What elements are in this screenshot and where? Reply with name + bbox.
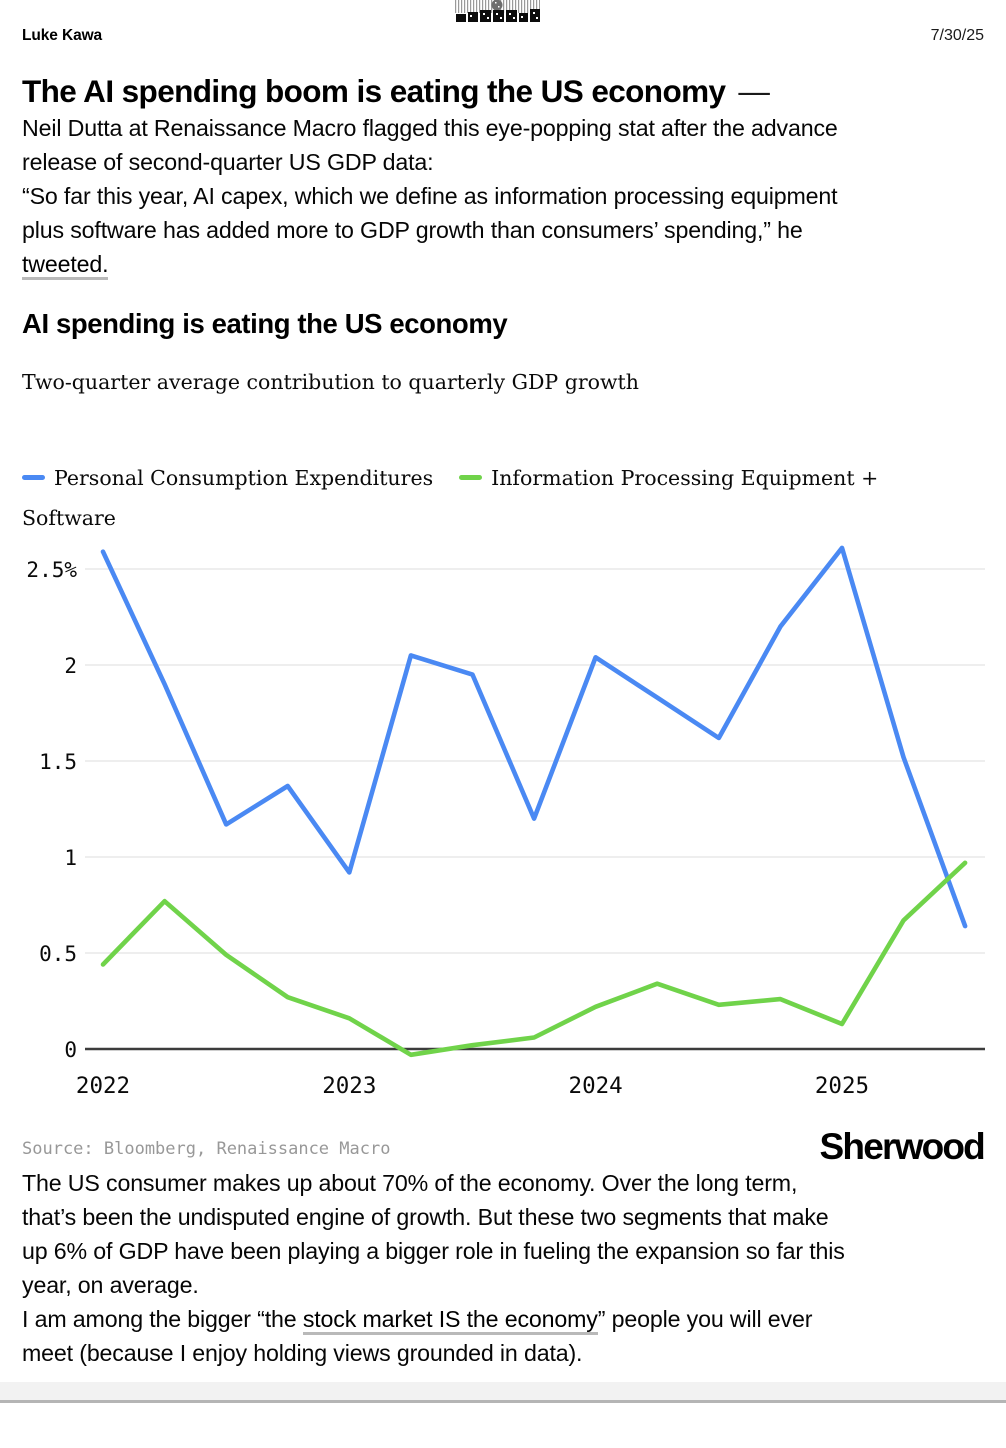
byline-row: Luke Kawa 7/30/25 (0, 0, 1006, 45)
chart-source: Source: Bloomberg, Renaissance Macro (22, 1139, 391, 1159)
bottom-page-edge (0, 1382, 1006, 1403)
paragraph-stock-market: I am among the bigger “the stock market … (22, 1302, 984, 1370)
article-page: Luke Kawa 7/30/25 The AI spending boom i… (0, 0, 1006, 1403)
y-tick-label: 2 (64, 654, 77, 678)
article-title-text: The AI spending boom is eating the US ec… (22, 73, 726, 109)
legend-swatch-blue (22, 475, 45, 480)
quote-text: “So far this year, AI capex, which we de… (22, 183, 838, 243)
legend-item-pce: Personal Consumption Expenditures (22, 466, 433, 490)
thumbnail-pixel-art (455, 0, 540, 22)
line-chart: 0 0.5 1 1.5 2 2.5% 2022 2023 2024 2025 (26, 545, 985, 1099)
series-line-0 (100, 545, 968, 929)
author-name: Luke Kawa (22, 27, 103, 44)
chart-footer: Source: Bloomberg, Renaissance Macro She… (0, 1128, 1006, 1166)
legend-item-ipe-software: Information Processing Equipment + Softw… (22, 466, 878, 530)
chart-subtitle: Two-quarter average contribution to quar… (22, 370, 639, 394)
article-title: The AI spending boom is eating the US ec… (22, 71, 984, 111)
stock-market-post-text: ” people you will ever meet (because I e… (22, 1306, 813, 1366)
paragraph-intro: Neil Dutta at Renaissance Macro flagged … (22, 115, 838, 175)
x-tick-label: 2025 (815, 1073, 869, 1099)
x-tick-label: 2024 (569, 1073, 623, 1099)
x-tick-label: 2022 (76, 1073, 130, 1099)
legend-label-ipe-software: Information Processing Equipment + Softw… (22, 466, 879, 530)
series-line-1 (100, 860, 968, 1058)
paragraph-quote: “So far this year, AI capex, which we de… (22, 179, 984, 281)
y-tick-label: 2.5% (26, 558, 77, 582)
tweeted-link[interactable]: tweeted. (22, 251, 109, 280)
stock-market-link[interactable]: stock market IS the economy (302, 1306, 598, 1335)
stock-market-pre-text: I am among the bigger “the (22, 1306, 303, 1332)
sherwood-logo: Sherwood (819, 1126, 986, 1167)
paragraph-consumer: The US consumer makes up about 70% of th… (22, 1170, 845, 1298)
y-tick-label: 1 (64, 846, 77, 870)
header-thumbnail-image (455, 0, 540, 22)
y-tick-label: 0.5 (39, 942, 77, 966)
legend-label-pce: Personal Consumption Expenditures (54, 466, 434, 490)
chart-title: AI spending is eating the US economy (22, 308, 508, 339)
chart-legend: Personal Consumption Expenditures Informa… (22, 418, 984, 538)
title-dash: — (738, 73, 770, 109)
x-tick-label: 2023 (322, 1073, 376, 1099)
post-date: 7/30/25 (930, 27, 984, 44)
legend-swatch-green (459, 475, 483, 480)
y-tick-label: 1.5 (39, 750, 77, 774)
y-tick-label: 0 (64, 1038, 77, 1062)
